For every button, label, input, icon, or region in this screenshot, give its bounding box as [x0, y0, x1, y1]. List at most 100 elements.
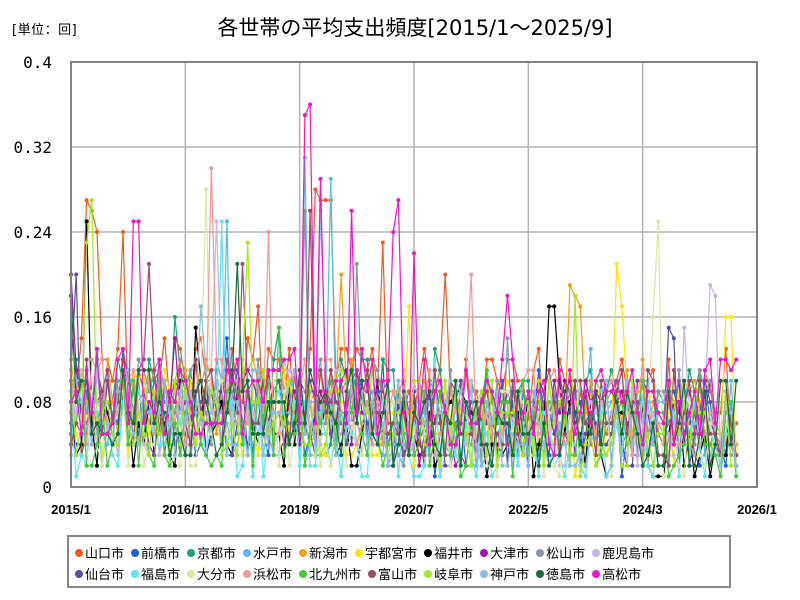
data-point: [152, 410, 157, 415]
unit-label: [単位：回]: [12, 23, 78, 38]
data-point: [588, 400, 593, 404]
data-point: [495, 378, 500, 383]
data-point: [651, 315, 656, 319]
data-point: [692, 463, 697, 468]
data-point: [619, 357, 624, 362]
data-point: [302, 442, 307, 447]
data-point: [729, 463, 733, 468]
data-point: [308, 102, 313, 107]
legend-item: 徳島市: [536, 564, 585, 583]
data-point: [214, 431, 219, 436]
data-point: [271, 400, 276, 404]
data-point: [671, 421, 676, 426]
legend-item: 岐阜市: [424, 564, 473, 583]
data-point: [105, 431, 110, 436]
data-point: [256, 378, 261, 383]
data-point: [578, 453, 583, 458]
data-point: [438, 410, 442, 415]
data-point: [193, 410, 198, 415]
data-point: [583, 463, 588, 468]
legend-marker-icon: [355, 548, 364, 557]
data-point: [349, 421, 354, 426]
x-tick-label: 2015/1: [51, 502, 91, 517]
data-point: [131, 431, 136, 436]
data-point: [152, 463, 157, 468]
data-point: [505, 421, 510, 426]
data-point: [536, 463, 541, 468]
data-point: [276, 410, 281, 415]
data-point: [183, 442, 188, 447]
data-point: [552, 463, 557, 468]
data-point: [391, 421, 396, 426]
data-point: [401, 463, 406, 468]
legend-item: 新潟市: [299, 543, 348, 562]
data-point: [630, 410, 635, 415]
data-point: [619, 389, 624, 394]
data-point: [250, 378, 255, 383]
legend-marker-icon: [75, 569, 83, 578]
data-point: [656, 431, 661, 436]
data-point: [734, 378, 739, 383]
data-point: [635, 389, 640, 394]
legend-label: 水戸市: [253, 547, 293, 562]
data-point: [609, 368, 614, 373]
data-point: [464, 463, 468, 468]
data-point: [375, 368, 380, 373]
data-point: [386, 463, 390, 468]
data-point: [422, 463, 427, 468]
data-point: [141, 463, 146, 468]
data-point: [167, 463, 172, 468]
data-point: [157, 431, 162, 436]
data-point: [562, 389, 567, 394]
data-point: [713, 442, 718, 447]
legend-marker-icon: [536, 569, 545, 578]
data-point: [599, 368, 604, 373]
data-point: [401, 453, 406, 458]
data-point: [188, 453, 193, 458]
data-point: [334, 368, 338, 373]
data-point: [505, 410, 510, 415]
data-point: [136, 442, 141, 447]
data-point: [677, 431, 681, 436]
data-point: [692, 410, 697, 415]
data-point: [656, 474, 661, 479]
legend-item: 浜松市: [243, 564, 292, 583]
data-point: [84, 240, 89, 245]
data-point: [89, 198, 94, 203]
data-point: [495, 474, 500, 479]
data-point: [256, 304, 261, 309]
data-point: [380, 410, 385, 415]
data-point: [723, 357, 728, 362]
data-point: [396, 400, 401, 404]
data-point: [583, 378, 588, 383]
data-point: [224, 389, 229, 394]
data-point: [453, 463, 458, 468]
data-point: [287, 463, 292, 468]
data-point: [126, 421, 131, 426]
data-point: [588, 421, 593, 426]
data-point: [209, 410, 214, 415]
data-point: [464, 400, 468, 404]
data-point: [682, 378, 687, 383]
data-point: [209, 166, 214, 171]
data-point: [266, 453, 271, 458]
data-point: [651, 378, 656, 383]
data-point: [198, 442, 203, 447]
data-point: [578, 442, 583, 447]
data-point: [469, 378, 474, 383]
data-point: [406, 453, 411, 458]
data-point: [328, 400, 333, 404]
data-point: [198, 410, 203, 415]
data-point: [490, 442, 494, 447]
data-point: [375, 431, 380, 436]
data-point: [256, 400, 261, 404]
legend-label: 京都市: [197, 547, 237, 562]
data-point: [115, 442, 120, 447]
data-point: [282, 400, 287, 404]
data-point: [162, 378, 167, 383]
data-point: [536, 431, 541, 436]
data-point: [308, 442, 313, 447]
data-point: [656, 410, 661, 415]
data-point: [697, 431, 702, 436]
data-point: [84, 219, 89, 224]
